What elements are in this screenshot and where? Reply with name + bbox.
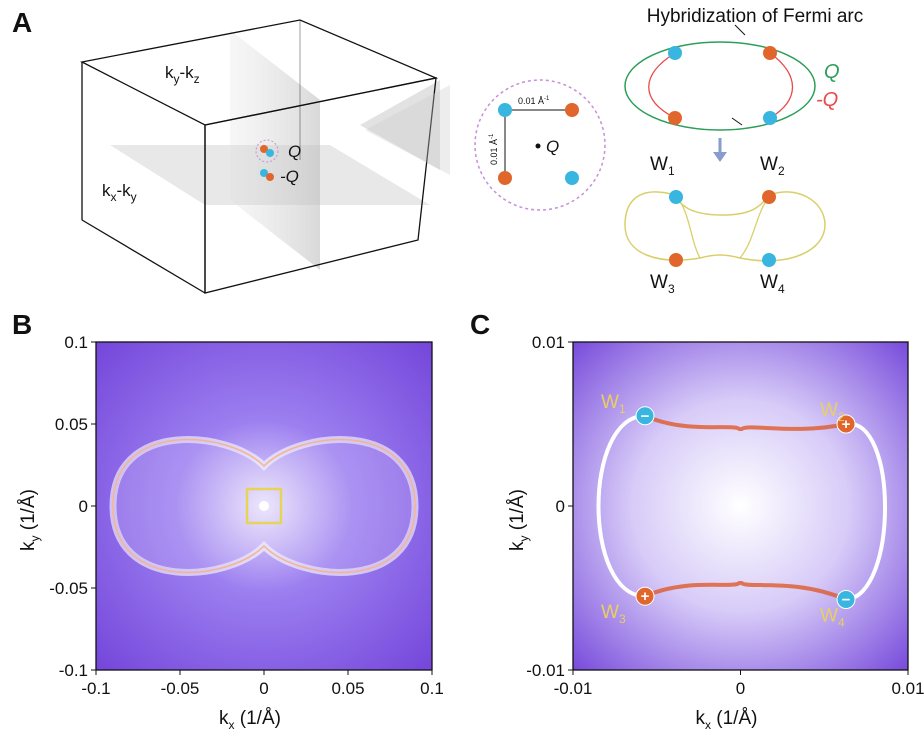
y-tick-label: 0.01: [532, 333, 565, 352]
x-tick-label: -0.1: [81, 679, 110, 698]
x-tick-label: 0: [736, 679, 745, 698]
cube: [82, 20, 440, 293]
x-axis-label-part: (1/Å): [235, 708, 281, 729]
panel-letter: C: [470, 309, 490, 340]
weyl-label: W4: [760, 272, 785, 296]
q-label: -Q: [280, 167, 299, 186]
plane-label-part: z: [194, 72, 200, 86]
legend-q: Q: [824, 61, 840, 83]
weyl-label-part: 4: [838, 615, 845, 629]
weyl-label-part: 3: [619, 612, 626, 626]
x-axis-label-part: k: [696, 708, 706, 729]
x-axis-label-part: k: [219, 708, 229, 729]
weyl-sign: +: [641, 588, 650, 605]
y-tick-label: 0.05: [55, 415, 88, 434]
y-tick-label: -0.05: [49, 579, 88, 598]
weyl-label-part: W: [760, 272, 778, 293]
y-axis-label: ky (1/Å): [507, 489, 531, 551]
y-axis-label-part: k: [507, 541, 528, 551]
plane-label: kx-ky: [102, 181, 137, 204]
scale-part: -1: [489, 133, 495, 139]
x-axis-label-part: (1/Å): [711, 708, 757, 729]
weyl-sign: −: [842, 591, 851, 608]
center-spot: [259, 501, 269, 511]
weyl-label-part: 1: [668, 164, 675, 178]
panel-letter: B: [12, 309, 32, 340]
weyl-label: W3: [650, 272, 675, 296]
legend-minus-q: -Q: [816, 89, 838, 111]
weyl-label-part: W: [760, 154, 778, 175]
weyl-label-part: W: [650, 272, 668, 293]
weyl-label-part: W: [650, 154, 668, 175]
scale-part: 0.01 Å: [489, 139, 499, 165]
x-tick-label: 0: [259, 679, 268, 698]
diagram-title: Hybridization of Fermi arc: [647, 6, 863, 27]
weyl-label-part: 1: [619, 402, 626, 416]
weyl-sign: −: [641, 408, 650, 425]
y-tick-label: -0.1: [59, 661, 88, 680]
scale-label: 0.01 Å-1: [518, 96, 550, 106]
y-axis-label-part: k: [18, 541, 39, 551]
weyl-label-part: W: [601, 602, 619, 623]
weyl-label: W1: [650, 154, 675, 178]
plane-label-part: -k: [180, 63, 195, 82]
scale-part: 0.01 Å: [518, 96, 544, 106]
x-axis-label: kx (1/Å): [696, 708, 758, 732]
x-tick-label: 0.01: [891, 679, 924, 698]
x-axis-label: kx (1/Å): [219, 708, 281, 732]
x-tick-label: 0.1: [420, 679, 444, 698]
weyl-label-part: 4: [778, 282, 785, 296]
scale-label: 0.01 Å-1: [489, 133, 499, 165]
weyl-label-part: 2: [778, 164, 785, 178]
y-tick-label: 0.1: [64, 333, 88, 352]
weyl-label: W2: [760, 154, 785, 178]
panel-letter: A: [12, 7, 32, 38]
weyl-label-part: 2: [838, 410, 845, 424]
weyl-label-part: W: [601, 392, 619, 413]
y-tick-label: -0.01: [526, 661, 565, 680]
plane-label-part: y: [131, 190, 137, 204]
y-tick-label: 0: [79, 497, 88, 516]
x-tick-label: -0.05: [161, 679, 200, 698]
weyl-label-part: 3: [668, 282, 675, 296]
plane-label: ky-kz: [165, 63, 200, 86]
x-tick-label: -0.01: [554, 679, 593, 698]
weyl-label-part: W: [820, 605, 838, 626]
scale-part: -1: [544, 96, 550, 102]
q-label: Q: [288, 142, 301, 161]
zoom-q-label: Q: [546, 137, 559, 156]
x-tick-label: 0.05: [331, 679, 364, 698]
y-axis-label: ky (1/Å): [18, 489, 42, 551]
figure: A ky-kz kx-ky Q -Q 0.01 Å-1 0.01 Å-1 Q H…: [0, 0, 924, 740]
y-axis-label-part: (1/Å): [507, 489, 528, 535]
plane-label-part: -k: [117, 181, 132, 200]
y-axis-label-part: (1/Å): [18, 489, 39, 535]
y-tick-label: 0: [556, 497, 565, 516]
arc-diagram: [625, 25, 825, 261]
weyl-label-part: W: [820, 400, 838, 421]
